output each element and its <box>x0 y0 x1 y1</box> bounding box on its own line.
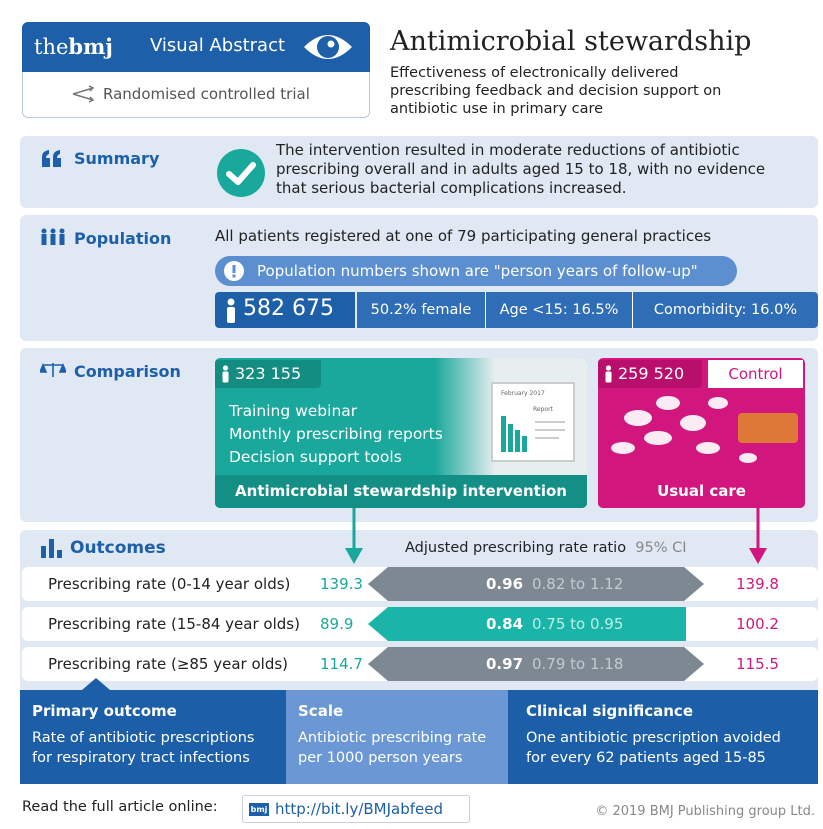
summary-section <box>20 136 818 208</box>
eye-icon <box>304 35 352 59</box>
detail-text: Antibiotic prescribing rate per 1000 per… <box>298 730 487 766</box>
brand-prefix: the <box>34 35 69 59</box>
copyright: © 2019 BMJ Publishing group Ltd. <box>595 804 815 819</box>
brand: thebmj <box>34 34 113 59</box>
person-icon <box>222 365 229 383</box>
intervention-count: 323 155 <box>235 364 302 383</box>
control-name: Usual care <box>598 475 805 508</box>
outcomes-header: Adjusted prescribing rate ratio 95% CI <box>405 540 687 556</box>
item: Monthly prescribing reports <box>229 425 443 443</box>
summary-text: The intervention resulted in moderate re… <box>276 141 766 197</box>
header-ratio: Adjusted prescribing rate ratio <box>405 540 627 556</box>
link-icon: bmj <box>249 803 269 816</box>
rate-ratio: 0.96 <box>486 575 524 593</box>
arrows <box>345 508 767 564</box>
trial-type: Randomised controlled trial <box>103 85 310 103</box>
bars-icon <box>41 539 62 558</box>
subtitle: Effectiveness of electronically delivere… <box>390 65 722 117</box>
intervention-rate: 114.7 <box>320 655 363 673</box>
ratio-bar <box>368 607 686 641</box>
row-label: Prescribing rate (0-14 year olds) <box>48 575 291 593</box>
stat: Comorbidity: 16.0% <box>653 302 798 318</box>
ratio-bar <box>368 567 704 601</box>
trial-box: Randomised controlled trial <box>22 72 370 118</box>
stat: 50.2% female <box>357 292 486 328</box>
total: 582 675 <box>243 296 334 321</box>
control-rate: 139.8 <box>736 575 779 593</box>
trial-icon <box>72 85 95 103</box>
population-text: All patients registered at one of 79 par… <box>215 227 712 245</box>
intervention-count-box: 323 155 <box>215 360 321 388</box>
control-rate: 100.2 <box>736 615 779 633</box>
summary-label: Summary <box>74 149 160 168</box>
control-count: 259 520 <box>618 364 685 383</box>
detail-title: Primary outcome <box>32 702 177 720</box>
intervention-rate: 139.3 <box>320 575 363 593</box>
comparison-label: Comparison <box>74 362 181 381</box>
row-label: Prescribing rate (15-84 year olds) <box>48 615 300 633</box>
scale-icon <box>40 362 66 377</box>
rate-ratio: 0.97 <box>486 655 524 673</box>
row-label: Prescribing rate (≥85 year olds) <box>48 655 289 673</box>
ratio-bar <box>368 647 704 681</box>
detail-box: Scale Antibiotic prescribing rate per 10… <box>286 690 508 784</box>
note: Population numbers shown are "person yea… <box>257 262 698 280</box>
read-text: Read the full article online: <box>22 799 218 815</box>
detail-text: One antibiotic prescription avoided for … <box>526 730 781 766</box>
brand-name: bmj <box>68 34 113 59</box>
report-title: Report <box>533 406 553 413</box>
info-icon <box>224 261 244 281</box>
total-box: 582 675 <box>215 292 355 328</box>
person-icon <box>605 365 612 383</box>
ratio-bars <box>82 567 704 690</box>
detail-title: Scale <box>298 702 344 720</box>
note-pill: Population numbers shown are "person yea… <box>215 256 737 286</box>
link-box[interactable]: bmj http://bit.ly/BMJabfeed <box>242 795 470 823</box>
header-ci: 95% CI <box>635 540 687 556</box>
title: Antimicrobial stewardship <box>390 26 752 57</box>
intervention-photo: February 2017 Report <box>435 358 587 475</box>
pointer <box>82 678 110 690</box>
detail-title: Clinical significance <box>526 702 693 720</box>
pills-photo <box>611 396 798 463</box>
item: Decision support tools <box>229 448 402 466</box>
ratio-ci: 0.75 to 0.95 <box>532 615 624 633</box>
detail-box: Primary outcome Rate of antibiotic presc… <box>20 690 286 784</box>
control-count-box: 259 520 <box>598 360 702 388</box>
population-label: Population <box>74 229 172 248</box>
intervention-rate: 89.9 <box>320 615 354 633</box>
report-doc: February 2017 Report <box>491 382 575 462</box>
control-card: 259 520 Control Usual care <box>598 358 805 508</box>
control-tag: Control <box>708 360 803 388</box>
report-chart <box>501 416 565 452</box>
rate-ratio: 0.84 <box>486 615 524 633</box>
stat: Age <15: 16.5% <box>486 292 633 328</box>
check-icon <box>217 149 265 197</box>
ratio-ci: 0.79 to 1.18 <box>532 655 624 673</box>
product: Visual Abstract <box>150 35 286 56</box>
intervention-name: Antimicrobial stewardship intervention <box>215 475 587 508</box>
link[interactable]: http://bit.ly/BMJabfeed <box>275 800 444 818</box>
detail-text: Rate of antibiotic prescriptions for res… <box>32 730 255 766</box>
item: Training webinar <box>229 402 358 420</box>
person-icon <box>227 298 235 323</box>
detail-box: Clinical significance One antibiotic pre… <box>508 690 818 784</box>
brand-bar: thebmj Visual Abstract <box>22 22 370 72</box>
report-date: February 2017 <box>501 390 545 397</box>
intervention-card: February 2017 Report 323 155 Training we… <box>215 358 587 508</box>
people-icon <box>41 228 65 245</box>
control-rate: 115.5 <box>736 655 779 673</box>
stats-bar: 50.2% female Age <15: 16.5% Comorbidity:… <box>357 292 818 328</box>
quote-icon <box>42 150 61 167</box>
ratio-ci: 0.82 to 1.12 <box>532 575 624 593</box>
outcomes-label: Outcomes <box>70 538 166 558</box>
intervention-items: Training webinar Monthly prescribing rep… <box>229 400 443 469</box>
